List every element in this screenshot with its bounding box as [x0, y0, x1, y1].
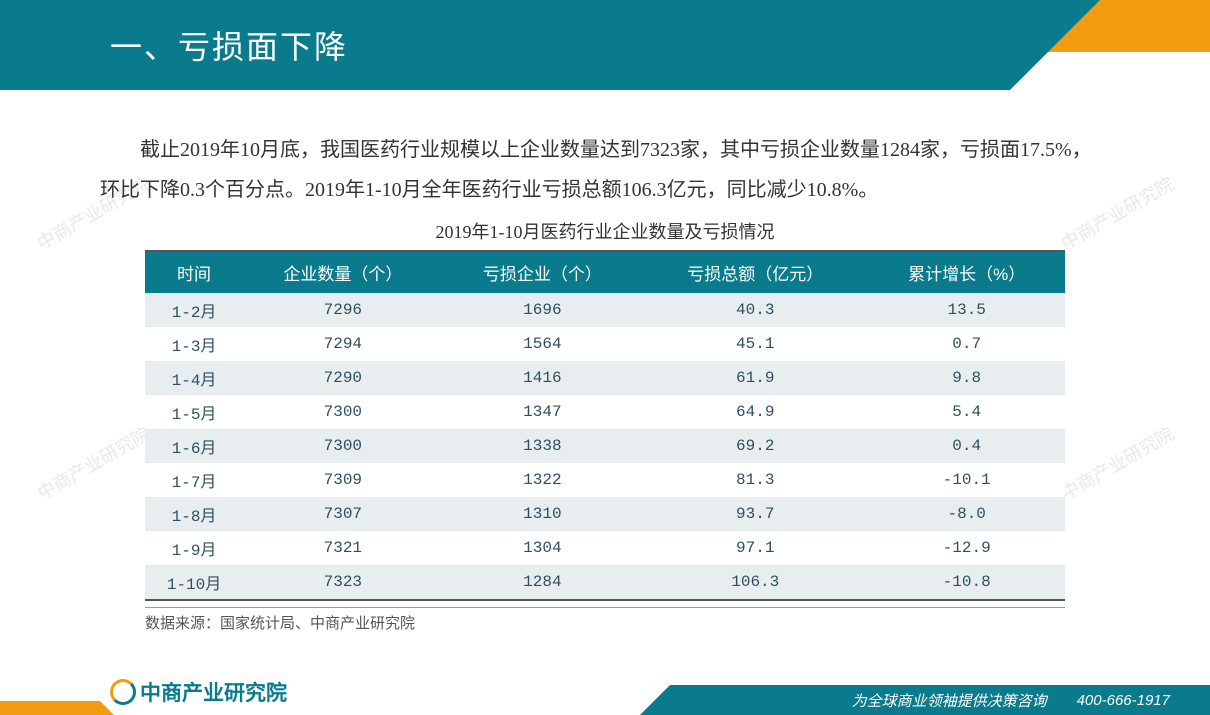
table-cell: -8.0 [868, 497, 1065, 531]
body-paragraph: 截止2019年10月底，我国医药行业规模以上企业数量达到7323家，其中亏损企业… [100, 130, 1110, 210]
table-cell: 81.3 [642, 463, 868, 497]
table-row: 1-8月7307131093.7-8.0 [145, 497, 1065, 531]
table-cell: 7309 [243, 463, 443, 497]
logo-text: 中商产业研究院 [140, 677, 287, 707]
table-cell: 1-10月 [145, 565, 243, 600]
footer-teal-tri [640, 685, 670, 715]
table-row: 1-9月7321130497.1-12.9 [145, 531, 1065, 565]
table-cell: 1310 [443, 497, 643, 531]
table-cell: 1-8月 [145, 497, 243, 531]
table-cell: 7296 [243, 293, 443, 327]
data-table: 时间 企业数量（个） 亏损企业（个） 亏损总额（亿元） 累计增长（%） 1-2月… [145, 250, 1065, 601]
footer-logo: 中商产业研究院 [110, 677, 287, 707]
table-cell: 1347 [443, 395, 643, 429]
table-header-row: 时间 企业数量（个） 亏损企业（个） 亏损总额（亿元） 累计增长（%） [145, 251, 1065, 293]
header: 一、亏损面下降 [0, 0, 1210, 90]
table-cell: 97.1 [642, 531, 868, 565]
footer-orange-accent [0, 701, 100, 715]
table-cell: -10.1 [868, 463, 1065, 497]
table-cell: 0.4 [868, 429, 1065, 463]
table-row: 1-3月7294156445.10.7 [145, 327, 1065, 361]
table-cell: 7300 [243, 395, 443, 429]
table-cell: 40.3 [642, 293, 868, 327]
table-cell: 1284 [443, 565, 643, 600]
table-cell: -10.8 [868, 565, 1065, 600]
table-row: 1-7月7309132281.3-10.1 [145, 463, 1065, 497]
table-row: 1-2月7296169640.313.5 [145, 293, 1065, 327]
table-cell: 45.1 [642, 327, 868, 361]
table-cell: 1564 [443, 327, 643, 361]
footer-tagline: 为全球商业领袖提供决策咨询 [852, 690, 1047, 711]
table-cell: 1-9月 [145, 531, 243, 565]
table-cell: 1304 [443, 531, 643, 565]
table-cell: 1338 [443, 429, 643, 463]
table-cell: 64.9 [642, 395, 868, 429]
table-header-cell: 时间 [145, 251, 243, 293]
table-cell: 1-3月 [145, 327, 243, 361]
table-header-cell: 累计增长（%） [868, 251, 1065, 293]
table-cell: 1-5月 [145, 395, 243, 429]
table-cell: 61.9 [642, 361, 868, 395]
table-cell: 9.8 [868, 361, 1065, 395]
table-cell: 7321 [243, 531, 443, 565]
table-cell: 7307 [243, 497, 443, 531]
table-cell: 1-6月 [145, 429, 243, 463]
content-area: 截止2019年10月底，我国医药行业规模以上企业数量达到7323家，其中亏损企业… [0, 90, 1210, 633]
table-cell: 93.7 [642, 497, 868, 531]
footer: 中商产业研究院 为全球商业领袖提供决策咨询 400-666-1917 [0, 677, 1210, 715]
data-source: 数据来源：国家统计局、中商产业研究院 [145, 607, 1065, 633]
table-row: 1-6月7300133869.20.4 [145, 429, 1065, 463]
table-header-cell: 亏损企业（个） [443, 251, 643, 293]
table-cell: 7290 [243, 361, 443, 395]
table-cell: 1416 [443, 361, 643, 395]
table-row: 1-5月7300134764.95.4 [145, 395, 1065, 429]
table-cell: -12.9 [868, 531, 1065, 565]
table-row: 1-10月73231284106.3-10.8 [145, 565, 1065, 600]
table-cell: 13.5 [868, 293, 1065, 327]
table-cell: 0.7 [868, 327, 1065, 361]
table-cell: 5.4 [868, 395, 1065, 429]
table-header-cell: 亏损总额（亿元） [642, 251, 868, 293]
logo-icon [110, 679, 136, 705]
table-cell: 1-4月 [145, 361, 243, 395]
table-cell: 1-7月 [145, 463, 243, 497]
footer-teal-bar: 为全球商业领袖提供决策咨询 400-666-1917 [670, 685, 1210, 715]
table-cell: 7300 [243, 429, 443, 463]
table-cell: 1322 [443, 463, 643, 497]
table-cell: 1-2月 [145, 293, 243, 327]
footer-phone: 400-666-1917 [1077, 692, 1170, 709]
table-cell: 69.2 [642, 429, 868, 463]
table-header-cell: 企业数量（个） [243, 251, 443, 293]
page-title: 一、亏损面下降 [110, 22, 348, 68]
table-cell: 7294 [243, 327, 443, 361]
header-teal-tri [1010, 0, 1100, 90]
header-teal-bar: 一、亏损面下降 [0, 0, 1010, 90]
table-cell: 7323 [243, 565, 443, 600]
table-title: 2019年1-10月医药行业企业数量及亏损情况 [100, 218, 1110, 244]
table-cell: 106.3 [642, 565, 868, 600]
table-cell: 1696 [443, 293, 643, 327]
table-row: 1-4月7290141661.99.8 [145, 361, 1065, 395]
